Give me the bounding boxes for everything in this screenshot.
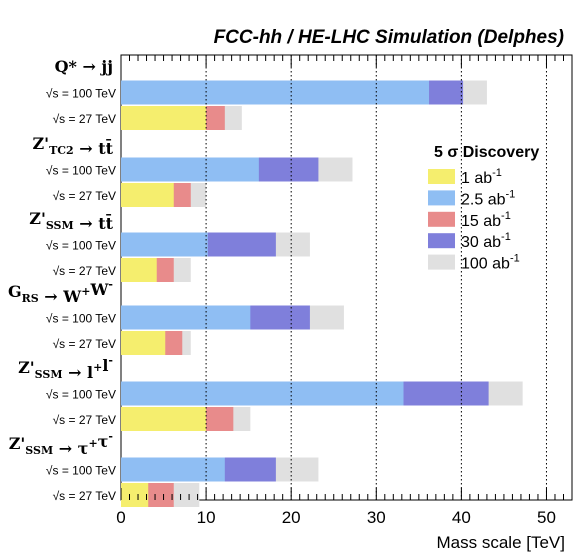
- energy-value: = 100 TeV: [62, 87, 116, 101]
- energy-value: = 27 TeV: [69, 112, 116, 126]
- x-tick-label: 30: [367, 508, 386, 527]
- sqrt-s-symbol: √s: [53, 112, 69, 126]
- legend-label: 15 ab-1: [461, 210, 511, 230]
- legend-label: 100 ab-1: [461, 253, 520, 273]
- energy-label: √s = 27 TeV: [53, 413, 116, 427]
- bar-segment: [121, 483, 149, 507]
- energy-value: = 27 TeV: [69, 264, 116, 278]
- legend: 5 σ Discovery 1 ab-12.5 ab-115 ab-130 ab-…: [428, 144, 539, 273]
- energy-label: √s = 27 TeV: [53, 337, 116, 351]
- legend-label: 2.5 ab-1: [461, 188, 515, 208]
- sqrt-s-symbol: √s: [53, 489, 69, 503]
- energy-value: = 27 TeV: [69, 337, 116, 351]
- bar-segment: [121, 232, 208, 257]
- legend-title: 5 σ Discovery: [434, 144, 539, 161]
- sqrt-s-symbol: √s: [53, 337, 69, 351]
- energy-label: √s = 100 TeV: [46, 239, 116, 253]
- x-tick-label: 0: [116, 508, 125, 527]
- energy-value: = 100 TeV: [62, 164, 116, 178]
- bar-segment: [121, 183, 174, 207]
- legend-label: 1 ab-1: [461, 167, 502, 187]
- process-label: GRS → W+W-: [8, 278, 113, 306]
- energy-label: √s = 100 TeV: [46, 312, 116, 326]
- sqrt-s-symbol: √s: [46, 388, 62, 402]
- energy-label: √s = 100 TeV: [46, 464, 116, 478]
- energy-label: √s = 100 TeV: [46, 388, 116, 402]
- energy-label: √s = 27 TeV: [53, 489, 116, 503]
- process-label: Z'SSM → τ+τ-: [9, 430, 113, 458]
- sqrt-s-symbol: √s: [53, 264, 69, 278]
- legend-swatch: [428, 190, 455, 206]
- energy-label: √s = 27 TeV: [53, 189, 116, 203]
- process-label: Z'SSM → l+l-: [18, 354, 113, 382]
- sqrt-s-symbol: √s: [46, 164, 62, 178]
- energy-label: √s = 27 TeV: [53, 264, 116, 278]
- legend-swatch: [428, 254, 455, 270]
- bar-segment: [121, 331, 166, 355]
- sqrt-s-symbol: √s: [53, 189, 69, 203]
- bar-segment: [121, 106, 207, 130]
- energy-label: √s = 100 TeV: [46, 87, 116, 101]
- bar-segment: [121, 157, 259, 182]
- bar-segment: [121, 305, 251, 330]
- legend-swatch: [428, 211, 455, 227]
- legend-swatch: [428, 169, 455, 184]
- bar-segment: [121, 80, 430, 105]
- legend-label: 30 ab-1: [461, 231, 511, 251]
- process-label: Z'SSM → tt̄: [29, 209, 113, 233]
- energy-value: = 100 TeV: [62, 464, 116, 478]
- bar-segment: [121, 407, 207, 431]
- x-tick-label: 40: [452, 508, 471, 527]
- bar-segment: [121, 457, 225, 482]
- x-axis-label: Mass scale [TeV]: [437, 533, 566, 552]
- bar-segment: [121, 381, 404, 406]
- legend-swatch: [428, 233, 455, 249]
- energy-value: = 100 TeV: [62, 388, 116, 402]
- sqrt-s-symbol: √s: [46, 87, 62, 101]
- sqrt-s-symbol: √s: [46, 239, 62, 253]
- energy-value: = 27 TeV: [69, 489, 116, 503]
- process-label: Z'TC2 → tt̄: [32, 134, 113, 158]
- bar-segment: [121, 258, 157, 282]
- sqrt-s-symbol: √s: [46, 464, 62, 478]
- energy-value: = 100 TeV: [62, 312, 116, 326]
- sqrt-s-symbol: √s: [46, 312, 62, 326]
- x-tick-label: 10: [197, 508, 216, 527]
- x-tick-label: 50: [537, 508, 556, 527]
- sqrt-s-symbol: √s: [53, 413, 69, 427]
- energy-value: = 27 TeV: [69, 189, 116, 203]
- x-tick-label: 20: [282, 508, 301, 527]
- chart-title: FCC-hh / HE-LHC Simulation (Delphes): [214, 27, 564, 48]
- energy-value: = 27 TeV: [69, 413, 116, 427]
- energy-label: √s = 100 TeV: [46, 164, 116, 178]
- energy-label: √s = 27 TeV: [53, 112, 116, 126]
- process-label: Q* → jj: [55, 57, 113, 76]
- energy-value: = 100 TeV: [62, 239, 116, 253]
